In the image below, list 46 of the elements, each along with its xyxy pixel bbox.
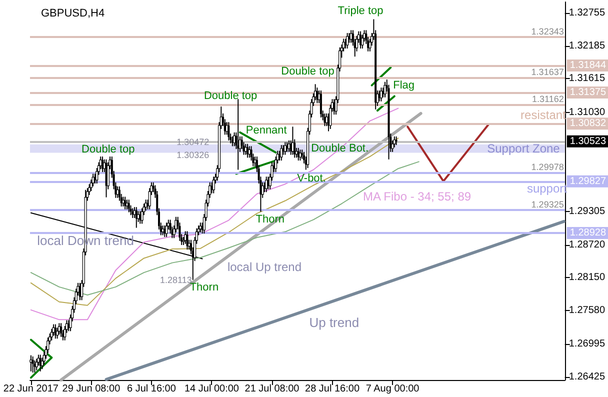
band-label: Support Zone <box>487 142 560 156</box>
annotation: Double top <box>281 66 334 78</box>
text: GBPUSD,H4 <box>41 8 105 20</box>
annotation: Pennant <box>246 124 287 137</box>
ref-line-label: 1.29325 <box>531 200 564 210</box>
annotation: Flag <box>393 79 415 92</box>
x-tick-label: 28 Jul 16:00 <box>305 384 360 394</box>
y-tick-label: 1.31030 <box>568 106 606 118</box>
annotation: 1.30472 <box>176 137 210 148</box>
annotation: Double Bot. <box>311 142 369 154</box>
annotation: Double top <box>82 144 135 156</box>
ref-line-label: 1.31844 <box>570 60 606 72</box>
ref-line-label: 1.30523 <box>570 136 606 147</box>
annotation: MA Fibo - 34; 55; 89 <box>362 190 472 204</box>
annotation: 1.30326 <box>176 150 210 160</box>
y-tick-label: 1.28150 <box>568 272 606 284</box>
ref-line-label: 1.31375 <box>570 86 606 98</box>
annotation: Thorn <box>190 282 219 294</box>
ref-line-label: 1.28928 <box>570 228 606 239</box>
annotation: Double top <box>204 90 258 102</box>
x-tick-label: 14 Jul 00:00 <box>184 384 240 394</box>
x-tick-label: 7 Aug 00:00 <box>366 384 420 394</box>
ref-line-label: 1.29827 <box>570 176 606 187</box>
y-tick-label: 1.27580 <box>568 304 606 316</box>
ref-line-label: 1.31637 <box>531 66 564 77</box>
annotation: Triple top <box>338 5 384 18</box>
ref-line-label: 1.30832 <box>570 118 606 130</box>
annotation: local Up trend <box>227 260 302 274</box>
y-tick-label: 1.29305 <box>568 206 606 217</box>
y-tick-label: 1.28720 <box>568 240 606 250</box>
x-tick-label: 22 Jun 2017 <box>3 384 59 394</box>
x-tick-label: 21 Jul 08:00 <box>244 384 300 394</box>
y-tick-label: 1.26995 <box>568 338 606 350</box>
y-tick-label: 1.32755 <box>568 8 606 19</box>
ref-line-label: 1.32343 <box>531 26 564 36</box>
x-tick-label: 6 Jul 16:00 <box>127 384 176 394</box>
annotation: Thorn <box>256 214 284 226</box>
annotation: V-bot. <box>297 172 326 184</box>
annotation: 1.28113 <box>160 275 192 286</box>
y-tick-label: 1.32185 <box>568 40 606 52</box>
y-tick-label: 1.31615 <box>568 73 606 84</box>
ref-line-label: 1.29978 <box>531 162 564 172</box>
ref-line-label: 1.31162 <box>532 94 564 104</box>
x-tick-label: 29 Jun 08:00 <box>62 384 121 394</box>
annotation: Up trend <box>309 315 360 330</box>
y-tick-label: 1.26425 <box>568 371 606 382</box>
